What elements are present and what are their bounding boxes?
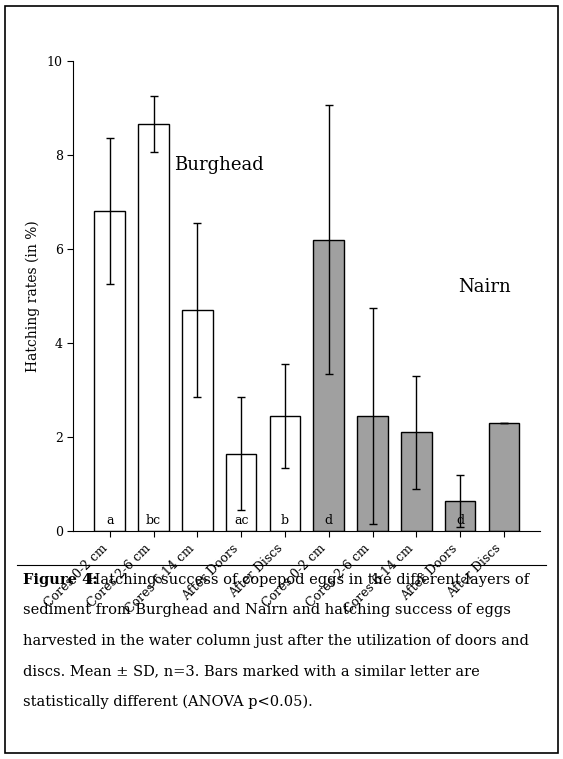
Text: d: d — [325, 514, 333, 527]
Bar — [314, 240, 344, 531]
Text: ac: ac — [234, 514, 248, 527]
Bar — [95, 211, 125, 531]
Bar — [270, 416, 300, 531]
Text: sediment from Burghead and Nairn and hatching success of eggs: sediment from Burghead and Nairn and hat… — [23, 603, 511, 617]
Text: b: b — [281, 514, 289, 527]
Text: Burghead: Burghead — [175, 156, 264, 174]
Text: bc: bc — [146, 514, 161, 527]
Text: statistically different (ANOVA p<0.05).: statistically different (ANOVA p<0.05). — [23, 694, 312, 709]
Text: d: d — [456, 514, 464, 527]
Text: harvested in the water column just after the utilization of doors and: harvested in the water column just after… — [23, 634, 529, 647]
Bar — [226, 454, 257, 531]
Bar — [445, 501, 475, 531]
Bar — [182, 310, 213, 531]
Text: Figure 4:: Figure 4: — [23, 573, 97, 587]
Text: a: a — [106, 514, 114, 527]
Y-axis label: Hatching rates (in %): Hatching rates (in %) — [25, 220, 40, 372]
Bar — [489, 423, 519, 531]
Bar — [138, 124, 169, 531]
Bar — [357, 416, 388, 531]
Text: discs. Mean ± SD, n=3. Bars marked with a similar letter are: discs. Mean ± SD, n=3. Bars marked with … — [23, 664, 479, 678]
Bar — [401, 433, 432, 531]
Text: Nairn: Nairn — [458, 278, 511, 296]
Text: Hatching success of copepod eggs in the different layers of: Hatching success of copepod eggs in the … — [83, 573, 529, 587]
